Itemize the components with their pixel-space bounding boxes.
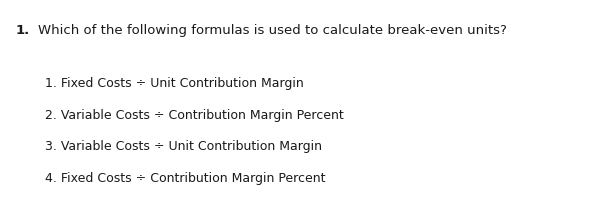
Text: 4. Fixed Costs ÷ Contribution Margin Percent: 4. Fixed Costs ÷ Contribution Margin Per… [45,171,326,184]
Text: 1. Fixed Costs ÷ Unit Contribution Margin: 1. Fixed Costs ÷ Unit Contribution Margi… [45,77,304,90]
Text: 3. Variable Costs ÷ Unit Contribution Margin: 3. Variable Costs ÷ Unit Contribution Ma… [45,139,322,152]
Text: 2. Variable Costs ÷ Contribution Margin Percent: 2. Variable Costs ÷ Contribution Margin … [45,108,344,121]
Text: Which of the following formulas is used to calculate break-even units?: Which of the following formulas is used … [38,24,507,37]
Text: 1.: 1. [15,24,30,37]
